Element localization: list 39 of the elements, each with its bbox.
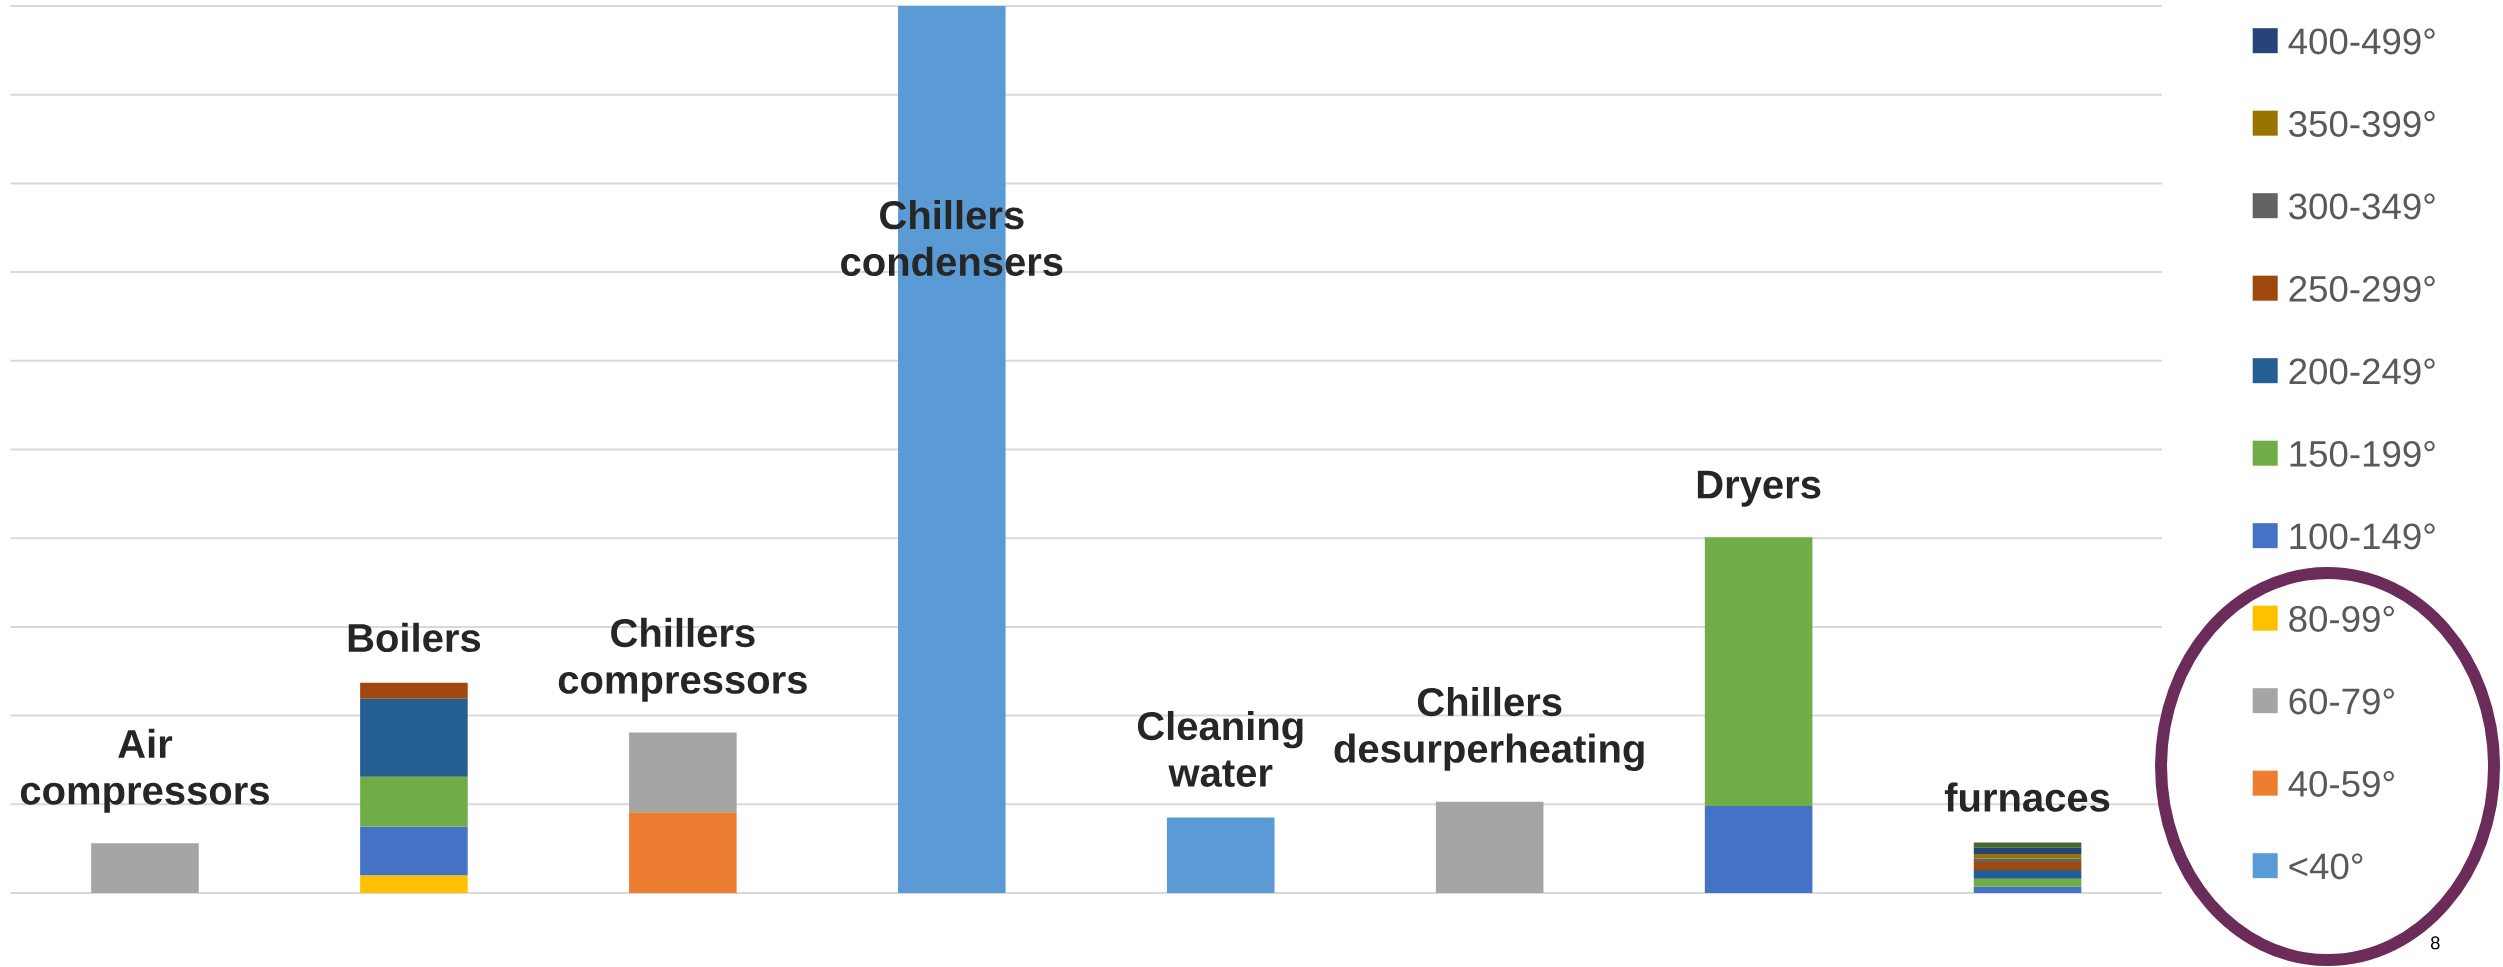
bar: [629, 812, 737, 894]
bar: [1973, 842, 2082, 848]
text: 8: [2430, 936, 2440, 950]
bar: [360, 776, 468, 827]
bar: [360, 682, 468, 699]
legend-label: 250-299°: [2289, 275, 2435, 302]
bar: [1704, 537, 1813, 807]
bar: [360, 698, 468, 777]
x-tick-label: Chillers compressors: [558, 617, 807, 702]
legend-label: 40-59°: [2288, 770, 2394, 797]
legend-label: 400-499°: [2288, 28, 2435, 55]
bar: [1435, 801, 1544, 894]
bar: [360, 826, 468, 876]
bar: [1166, 817, 1275, 894]
x-tick-label: Chillers desurperheating: [1334, 686, 1644, 771]
x-tick-label: Boilers: [348, 622, 481, 653]
legend-label: 60-79°: [2289, 688, 2394, 715]
bar: [1973, 858, 2082, 862]
x-tick-label: Cleaning water: [1137, 710, 1303, 787]
x-tick-label: furnaces: [1944, 782, 2110, 812]
bar: [1973, 869, 2082, 879]
legend-label: <40°: [2289, 853, 2363, 880]
bar: [91, 843, 199, 894]
bar: [1973, 847, 2082, 854]
bar: [1704, 806, 1813, 894]
x-tick-label: Air compressors: [20, 728, 269, 813]
legend-label: 100-149°: [2290, 523, 2435, 550]
bar: [360, 875, 468, 894]
bar: [1973, 878, 2082, 887]
legend-label: 350-399°: [2289, 110, 2435, 137]
bar: [629, 732, 737, 813]
legend-label: 150-199°: [2290, 440, 2435, 467]
legend-label: 80-99°: [2289, 605, 2394, 632]
legend-label: 300-349°: [2289, 193, 2435, 220]
x-tick-label: Dryers: [1697, 470, 1821, 507]
bar: [1973, 861, 2082, 870]
bar: [1973, 853, 2082, 859]
legend-label: 200-249°: [2289, 358, 2435, 385]
bar: [1973, 886, 2082, 894]
